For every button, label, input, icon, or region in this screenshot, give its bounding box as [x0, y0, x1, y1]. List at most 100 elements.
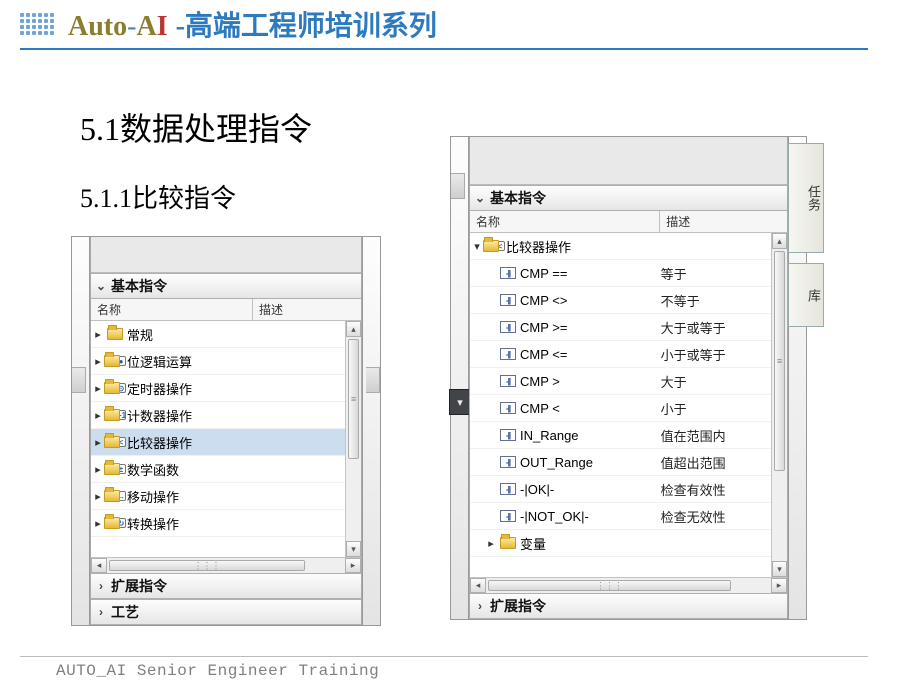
collapse-icon[interactable]: ▾ — [470, 240, 484, 253]
tree-command-row[interactable]: -||CMP <=小于或等于 — [470, 341, 771, 368]
tree-item-label: IN_Range — [518, 428, 579, 443]
logo-dots-icon — [20, 13, 54, 35]
tree-item-label: 比较器操作 — [504, 237, 571, 256]
tree-command-row[interactable]: -||OUT_Range值超出范围 — [470, 449, 771, 476]
vertical-scrollbar[interactable]: ▴ ≡ ▾ — [345, 321, 361, 557]
expand-icon[interactable]: ▸ — [91, 463, 105, 476]
folder-icon: ↻ — [105, 514, 125, 532]
folder-icon: → — [105, 487, 125, 505]
tree-folder-row[interactable]: ▸⊙定时器操作 — [91, 375, 345, 402]
expand-icon[interactable]: ▸ — [91, 490, 105, 503]
tree-folder-row[interactable]: ▸<比较器操作 — [91, 429, 345, 456]
col-name[interactable]: 名称 — [470, 211, 660, 232]
scroll-thumb[interactable]: ≡ — [348, 339, 359, 459]
tree-command-row[interactable]: -||-|OK|-检查有效性 — [470, 476, 771, 503]
scroll-left-icon[interactable]: ◂ — [470, 578, 486, 593]
col-desc[interactable]: 描述 — [660, 211, 787, 232]
gutter-handle-icon[interactable] — [366, 367, 380, 393]
tree-list: ▾<比较器操作-||CMP ==等于-||CMP <>不等于-||CMP >=大… — [470, 233, 771, 577]
accordion-extended-commands[interactable]: › 扩展指令 — [470, 593, 787, 619]
scroll-thumb[interactable]: ⋮⋮⋮ — [488, 580, 731, 591]
tree-item-desc: 大于 — [657, 372, 771, 391]
command-icon: -|| — [498, 318, 518, 336]
tree-folder-row[interactable]: ▸↻转换操作 — [91, 510, 345, 537]
gutter-dark-handle-icon[interactable]: ▾ — [449, 389, 471, 415]
chevron-right-icon: › — [95, 605, 107, 619]
side-tab-tasks[interactable]: 任务 — [788, 143, 824, 253]
panel-gutter-right — [362, 237, 380, 625]
accordion-basic-commands[interactable]: ⌄ 基本指令 — [470, 185, 787, 211]
accordion-tech[interactable]: › 工艺 — [91, 599, 361, 625]
accordion-extended-commands[interactable]: › 扩展指令 — [91, 573, 361, 599]
side-tab-library[interactable]: 库 — [788, 263, 824, 327]
command-icon: -|| — [498, 480, 518, 498]
horizontal-scrollbar[interactable]: ◂ ⋮⋮⋮ ▸ — [91, 557, 361, 573]
tree-command-row[interactable]: -||CMP <>不等于 — [470, 287, 771, 314]
tree-item-desc: 大于或等于 — [657, 318, 771, 337]
tree-folder-row[interactable]: ▸±数学函数 — [91, 456, 345, 483]
left-panel: ⌄ 基本指令 名称 描述 ▸常规▸●位逻辑运算▸⊙定时器操作▸+1计数器操作▸<… — [71, 236, 381, 626]
accordion-label: 基本指令 — [111, 276, 167, 296]
tree-folder-row[interactable]: ▸→移动操作 — [91, 483, 345, 510]
tree-item-label: 位逻辑运算 — [125, 352, 192, 371]
tree-folder-row[interactable]: ▸变量 — [470, 530, 771, 557]
tree-command-row[interactable]: -||CMP ==等于 — [470, 260, 771, 287]
tree-command-row[interactable]: -||IN_Range值在范围内 — [470, 422, 771, 449]
expand-icon[interactable]: ▸ — [91, 382, 105, 395]
tree: ▾<比较器操作-||CMP ==等于-||CMP <>不等于-||CMP >=大… — [470, 233, 787, 593]
scroll-left-icon[interactable]: ◂ — [91, 558, 107, 573]
tree-item-label: 转换操作 — [125, 514, 179, 533]
vertical-scrollbar[interactable]: ▴ ≡ ▾ — [771, 233, 787, 577]
panel-toolbar — [470, 137, 787, 185]
scroll-up-icon[interactable]: ▴ — [346, 321, 361, 337]
gutter-handle-icon[interactable] — [72, 367, 86, 393]
scroll-right-icon[interactable]: ▸ — [771, 578, 787, 593]
header-rule — [20, 48, 868, 50]
folder-icon: ● — [105, 352, 125, 370]
tree-folder-row[interactable]: ▸常规 — [91, 321, 345, 348]
col-desc[interactable]: 描述 — [253, 299, 361, 320]
expand-icon[interactable]: ▸ — [91, 436, 105, 449]
command-icon: -|| — [498, 426, 518, 444]
expand-icon[interactable]: ▸ — [91, 517, 105, 530]
scroll-up-icon[interactable]: ▴ — [772, 233, 787, 249]
brand-text: Auto-AI — [68, 11, 168, 43]
accordion-label: 扩展指令 — [111, 576, 167, 596]
col-name[interactable]: 名称 — [91, 299, 253, 320]
tree-item-label: OUT_Range — [518, 455, 593, 470]
tree-folder-row[interactable]: ▸●位逻辑运算 — [91, 348, 345, 375]
tree-item-label: 比较器操作 — [125, 433, 192, 452]
horizontal-scrollbar[interactable]: ◂ ⋮⋮⋮ ▸ — [470, 577, 787, 593]
accordion-label: 工艺 — [111, 602, 139, 622]
tree-item-label: 计数器操作 — [125, 406, 192, 425]
scroll-right-icon[interactable]: ▸ — [345, 558, 361, 573]
scroll-down-icon[interactable]: ▾ — [346, 541, 361, 557]
command-icon: -|| — [498, 399, 518, 417]
tree-command-row[interactable]: -||-|NOT_OK|-检查无效性 — [470, 503, 771, 530]
chevron-down-icon: ⌄ — [474, 191, 486, 205]
accordion-label: 扩展指令 — [490, 596, 546, 616]
tree-command-row[interactable]: -||CMP >大于 — [470, 368, 771, 395]
scroll-down-icon[interactable]: ▾ — [772, 561, 787, 577]
expand-icon[interactable]: ▸ — [91, 409, 105, 422]
gutter-handle-icon[interactable] — [451, 173, 465, 199]
column-headers: 名称 描述 — [470, 211, 787, 233]
tree-item-desc: 值超出范围 — [657, 453, 771, 472]
tree-folder-row[interactable]: ▸+1计数器操作 — [91, 402, 345, 429]
folder-icon: < — [105, 433, 125, 451]
accordion-basic-commands[interactable]: ⌄ 基本指令 — [91, 273, 361, 299]
folder-icon: < — [484, 237, 504, 255]
expand-icon[interactable]: ▸ — [484, 537, 498, 550]
command-icon: -|| — [498, 264, 518, 282]
tree-folder-row[interactable]: ▾<比较器操作 — [470, 233, 771, 260]
scroll-thumb[interactable]: ⋮⋮⋮ — [109, 560, 305, 571]
tree-list: ▸常规▸●位逻辑运算▸⊙定时器操作▸+1计数器操作▸<比较器操作▸±数学函数▸→… — [91, 321, 345, 557]
tree-command-row[interactable]: -||CMP >=大于或等于 — [470, 314, 771, 341]
folder-icon — [498, 534, 518, 552]
tree-item-label: CMP <> — [518, 293, 567, 308]
expand-icon[interactable]: ▸ — [91, 328, 105, 341]
tree-command-row[interactable]: -||CMP <小于 — [470, 395, 771, 422]
tree-item-desc: 等于 — [657, 264, 771, 283]
scroll-thumb[interactable]: ≡ — [774, 251, 785, 471]
expand-icon[interactable]: ▸ — [91, 355, 105, 368]
